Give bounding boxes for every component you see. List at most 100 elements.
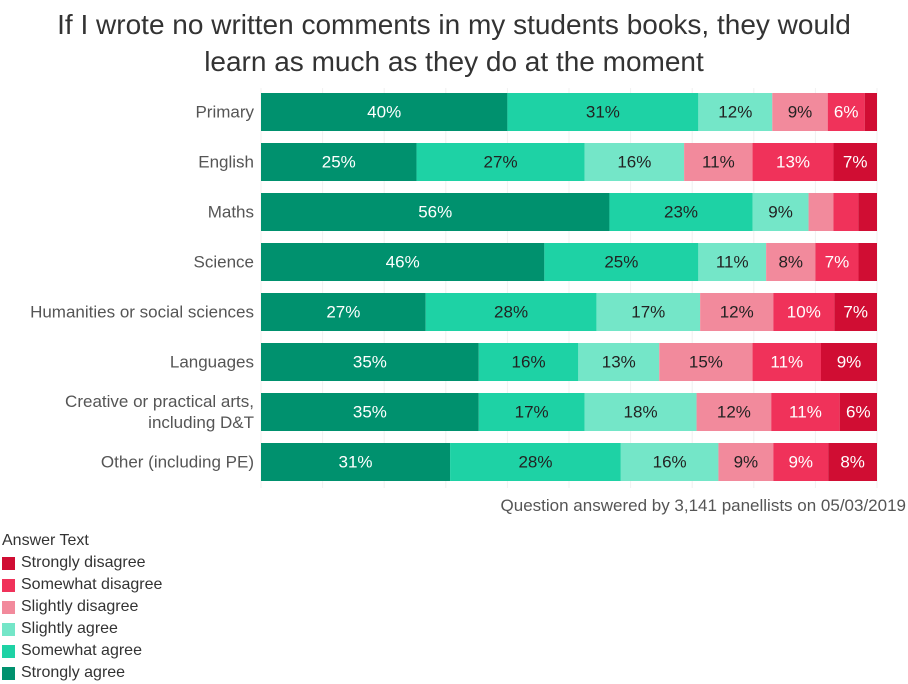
bar-segment	[698, 93, 773, 131]
bar-segment	[821, 343, 877, 381]
bar-value-label: 10%	[787, 303, 821, 322]
bar-segment	[620, 443, 719, 481]
bar-value-label: 25%	[322, 153, 356, 172]
bar-segment	[808, 193, 834, 231]
bar-segment	[261, 393, 479, 431]
category-label: Languages	[170, 353, 254, 372]
bar-segment	[752, 143, 834, 181]
bar-segment	[833, 143, 877, 181]
bar-segment	[700, 293, 774, 331]
bar-value-label: 16%	[653, 453, 687, 472]
bar-value-label: 35%	[353, 353, 387, 372]
bar-segment	[450, 443, 621, 481]
bar-segment	[578, 343, 660, 381]
bar-value-label: 56%	[418, 203, 452, 222]
bar-value-label: 13%	[776, 153, 810, 172]
bar-segment	[834, 293, 877, 331]
legend-label: Somewhat agree	[21, 642, 142, 659]
bar-value-label: 11%	[702, 153, 735, 172]
legend-title: Answer Text	[2, 532, 89, 549]
bar-segment	[833, 193, 859, 231]
bar-segment	[478, 343, 579, 381]
bar-value-label: 35%	[353, 403, 387, 422]
bar-segment	[815, 243, 859, 281]
chart-caption: Question answered by 3,141 panellists on…	[500, 496, 906, 515]
legend-label: Somewhat disagree	[21, 576, 163, 593]
category-label: Creative or practical arts,	[65, 392, 254, 411]
chart-title-line-2: learn as much as they do at the moment	[204, 46, 704, 77]
bar-value-label: 16%	[617, 153, 651, 172]
legend-item: Strongly agree	[2, 662, 162, 684]
bar-value-label: 16%	[512, 353, 546, 372]
legend-swatch	[2, 600, 15, 614]
bar-segment	[839, 393, 877, 431]
bar-segment	[261, 93, 508, 131]
category-label: including D&T	[148, 413, 254, 432]
bar-value-label: 7%	[843, 153, 868, 172]
bar-segment	[858, 193, 877, 231]
bar-segment	[659, 343, 753, 381]
legend-item: Somewhat disagree	[2, 574, 162, 596]
category-label: Humanities or social sciences	[30, 303, 254, 322]
bar-segment	[609, 193, 753, 231]
bar-value-label: 31%	[586, 103, 620, 122]
bar-value-label: 31%	[339, 453, 373, 472]
legend-label: Slightly agree	[21, 620, 118, 637]
bar-segment	[261, 443, 451, 481]
bar-value-label: 9%	[837, 353, 862, 372]
bar-segment	[261, 193, 610, 231]
bar-segment	[507, 93, 699, 131]
bar-value-label: 8%	[840, 453, 865, 472]
bar-segment	[261, 243, 545, 281]
legend-swatch	[2, 644, 15, 658]
legend-swatch	[2, 578, 15, 592]
bar-segment	[584, 143, 685, 181]
bar-segment	[478, 393, 585, 431]
category-label: Science	[194, 253, 254, 272]
bar-segment	[425, 293, 597, 331]
bar-value-label: 27%	[326, 303, 360, 322]
bar-value-label: 28%	[518, 453, 552, 472]
category-label: Maths	[208, 203, 254, 222]
legend-item: Slightly disagree	[2, 596, 162, 618]
bar-value-label: 9%	[734, 453, 759, 472]
bar-value-label: 27%	[484, 153, 518, 172]
legend-label: Strongly disagree	[21, 554, 146, 571]
bar-value-label: 8%	[778, 253, 803, 272]
bar-value-label: 40%	[367, 103, 401, 122]
category-label: English	[198, 153, 254, 172]
bar-value-label: 7%	[825, 253, 850, 272]
bar-segment	[771, 393, 840, 431]
legend: Answer Text Strongly disagree Somewhat di…	[2, 531, 162, 684]
bar-value-label: 7%	[843, 303, 868, 322]
bar-segment	[261, 343, 479, 381]
legend-label: Slightly disagree	[21, 598, 139, 615]
bar-value-label: 17%	[631, 303, 665, 322]
legend-swatch	[2, 556, 15, 570]
legend-swatch	[2, 666, 15, 680]
legend-item: Somewhat agree	[2, 640, 162, 662]
bar-segment	[864, 93, 877, 131]
bar-segment	[773, 443, 829, 481]
bar-value-label: 25%	[604, 253, 638, 272]
bar-value-label: 12%	[717, 403, 751, 422]
bar-value-label: 9%	[788, 103, 813, 122]
bar-value-label: 46%	[386, 253, 420, 272]
bar-value-label: 6%	[834, 103, 859, 122]
bar-value-label: 17%	[515, 403, 549, 422]
bar-segment	[698, 243, 767, 281]
bar-value-label: 11%	[770, 353, 803, 372]
bar-segment	[752, 193, 809, 231]
bar-segment	[544, 243, 699, 281]
legend-item: Strongly disagree	[2, 552, 162, 574]
category-label: Other (including PE)	[101, 453, 254, 472]
legend-items: Strongly disagree Somewhat disagree Slight…	[2, 552, 162, 684]
bar-value-label: 12%	[718, 103, 752, 122]
bar-segment	[261, 143, 417, 181]
legend-swatch	[2, 622, 15, 636]
bar-value-label: 23%	[664, 203, 698, 222]
chart-title-line-1: If I wrote no written comments in my stu…	[57, 9, 851, 40]
bar-value-label: 11%	[716, 253, 749, 272]
bar-value-label: 11%	[789, 403, 822, 422]
